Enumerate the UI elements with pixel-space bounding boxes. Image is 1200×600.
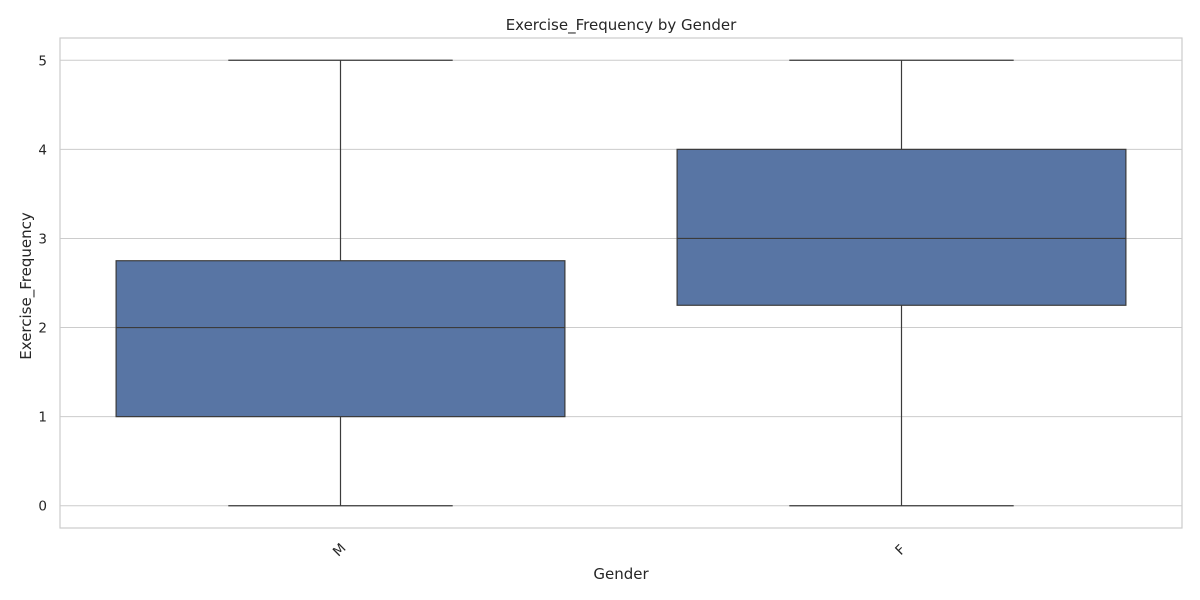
x-tick-label: F	[892, 542, 909, 559]
iqr-box	[676, 148, 1127, 306]
box-F	[676, 59, 1127, 507]
plot-frame	[59, 37, 1183, 529]
y-tick-label: 3	[38, 231, 47, 247]
y-tick-label: 4	[38, 142, 47, 158]
y-tick-label: 1	[38, 410, 47, 426]
iqr-box	[115, 260, 566, 418]
x-tick-label: M	[330, 540, 350, 560]
y-tick-labels: 0 1 2 3 4 5	[38, 53, 47, 514]
x-axis-label: Gender	[593, 565, 649, 583]
y-tick-label: 5	[38, 53, 47, 69]
chart-title: Exercise_Frequency by Gender	[506, 16, 737, 35]
y-axis-label: Exercise_Frequency	[17, 212, 36, 360]
y-tick-label: 0	[38, 499, 47, 515]
box-M	[115, 59, 566, 507]
boxes	[115, 59, 1127, 507]
y-tick-label: 2	[38, 321, 47, 337]
